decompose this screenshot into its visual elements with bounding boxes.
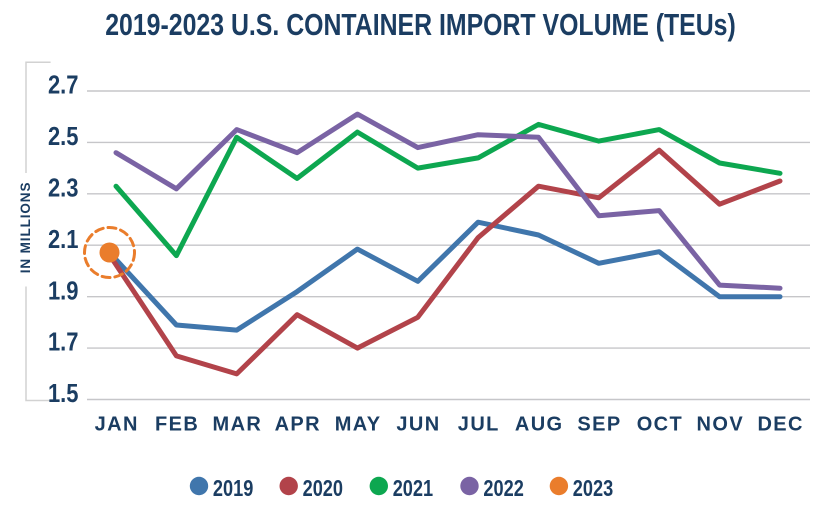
svg-text:1.9: 1.9 [48, 277, 79, 306]
svg-text:MAR: MAR [213, 414, 263, 436]
svg-text:1.7: 1.7 [48, 328, 79, 357]
svg-text:2.1: 2.1 [48, 225, 79, 254]
svg-text:FEB: FEB [155, 414, 199, 436]
svg-text:2019: 2019 [213, 476, 253, 502]
svg-text:JUN: JUN [396, 414, 440, 436]
svg-text:2023: 2023 [573, 476, 613, 502]
svg-text:NOV: NOV [697, 414, 745, 436]
svg-text:2022: 2022 [483, 476, 523, 502]
svg-text:JUL: JUL [458, 414, 500, 436]
svg-text:SEP: SEP [577, 414, 621, 436]
svg-text:IN MILLIONS: IN MILLIONS [18, 182, 33, 274]
svg-text:APR: APR [275, 414, 321, 436]
svg-text:JAN: JAN [95, 414, 139, 436]
svg-text:2.3: 2.3 [48, 174, 79, 203]
svg-text:MAY: MAY [335, 414, 382, 436]
svg-text:DEC: DEC [757, 414, 803, 436]
svg-text:2020: 2020 [303, 476, 343, 502]
svg-text:OCT: OCT [637, 414, 683, 436]
svg-text:2.7: 2.7 [48, 71, 79, 100]
svg-text:2.5: 2.5 [48, 122, 79, 151]
svg-text:2019-2023 U.S. CONTAINER IMPOR: 2019-2023 U.S. CONTAINER IMPORT VOLUME (… [105, 8, 736, 42]
svg-text:AUG: AUG [515, 414, 564, 436]
svg-text:2021: 2021 [393, 476, 433, 502]
svg-text:1.5: 1.5 [48, 379, 79, 408]
